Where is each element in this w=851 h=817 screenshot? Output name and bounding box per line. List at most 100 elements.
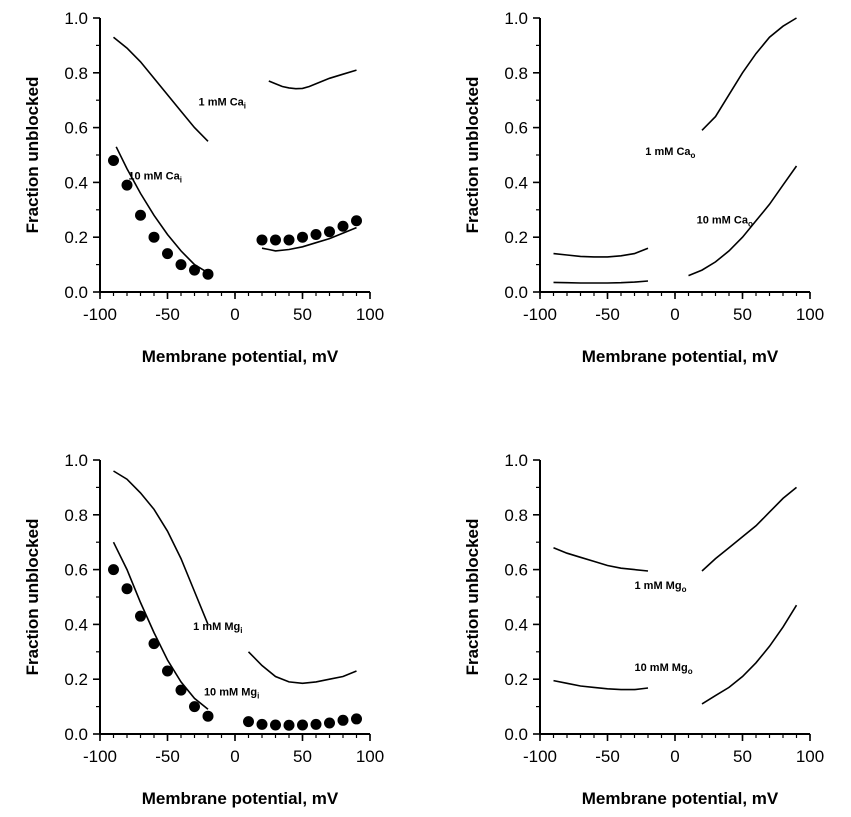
y-tick-label: 0.8 [64, 64, 88, 83]
y-tick-label: 0.8 [504, 506, 528, 525]
data-point [310, 228, 322, 240]
x-tick-label: 50 [733, 747, 752, 766]
chart-panel-bottom-left: 0.0 0.2 0.4 0.6 0.8 1.0 -100 -50 0 50 100 Membrane … [23, 451, 384, 808]
y-axis-title: Fraction unblocked [463, 519, 482, 676]
series-line-3 [701, 604, 798, 705]
y-tick-label: 0.2 [504, 670, 528, 689]
x-tick-label: -50 [155, 305, 180, 324]
data-point [108, 564, 119, 576]
y-tick-label: 0.2 [504, 228, 528, 247]
x-tick-label: -50 [595, 747, 620, 766]
series-annotation: 1 mM Mgo [635, 580, 687, 594]
data-point [256, 234, 268, 246]
x-tick-label: -50 [595, 305, 620, 324]
x-tick-label: 100 [796, 305, 824, 324]
x-tick-label: 100 [356, 747, 384, 766]
data-point [108, 154, 119, 166]
data-point [162, 248, 173, 260]
y-tick-label: 1.0 [504, 9, 528, 28]
y-tick-label: 0.0 [504, 283, 528, 302]
x-tick-label: 50 [293, 747, 312, 766]
data-point [121, 583, 133, 595]
x-tick-label: 0 [230, 305, 239, 324]
x-axis-title: Membrane potential, mV [582, 347, 779, 366]
series-line-0 [553, 546, 649, 572]
data-point [148, 638, 160, 650]
y-tick-label: 0.6 [64, 119, 88, 138]
x-axis-title: Membrane potential, mV [142, 347, 339, 366]
series-annotation: 1 mM Cai [199, 97, 246, 111]
series-line-1 [701, 486, 798, 572]
x-tick-label: -100 [523, 747, 557, 766]
data-point [202, 710, 214, 722]
x-tick-label: -100 [83, 747, 117, 766]
chart-panel-top-right: 0.0 0.2 0.4 0.6 0.8 1.0 -100 -50 0 50 100 Membrane … [463, 9, 824, 366]
series-line-2 [112, 541, 209, 710]
data-point [243, 716, 254, 728]
x-tick-label: -100 [83, 305, 117, 324]
data-point [256, 718, 268, 730]
data-point [162, 665, 173, 677]
data-point [283, 719, 295, 731]
y-tick-label: 0.4 [504, 173, 528, 192]
chart-panel-top-left: 0.0 0.2 0.4 0.6 0.8 1.0 -100 -50 0 50 100 Membrane … [23, 9, 384, 366]
data-point [337, 220, 349, 232]
data-point [351, 713, 362, 725]
data-point [324, 717, 335, 729]
data-point [351, 215, 362, 227]
data-point [175, 684, 187, 696]
y-tick-label: 1.0 [504, 451, 528, 470]
y-axis-title: Fraction unblocked [23, 519, 42, 676]
series-annotation: 10 mM Mgo [635, 662, 693, 676]
series-line-0 [113, 470, 209, 625]
data-point [270, 234, 281, 246]
series-annotation: 1 mM Mgi [193, 621, 242, 635]
series-line-1 [247, 651, 357, 685]
y-tick-label: 0.8 [504, 64, 528, 83]
data-point [202, 268, 214, 280]
series-annotation: 1 mM Cao [645, 146, 695, 160]
data-point [189, 701, 200, 713]
series-line-0 [112, 36, 209, 142]
data-point [297, 719, 308, 731]
x-tick-label: -50 [155, 747, 180, 766]
data-point [310, 718, 322, 730]
x-axis-title: Membrane potential, mV [142, 789, 339, 808]
y-axis-title: Fraction unblocked [463, 77, 482, 234]
y-tick-label: 0.6 [504, 119, 528, 138]
y-tick-label: 0.0 [64, 283, 88, 302]
series-line-3 [688, 165, 798, 277]
y-tick-label: 0.4 [504, 615, 528, 634]
data-point [297, 231, 308, 243]
x-tick-label: 100 [356, 305, 384, 324]
y-tick-label: 1.0 [64, 451, 88, 470]
y-tick-label: 0.2 [64, 228, 88, 247]
x-tick-label: 50 [733, 305, 752, 324]
y-tick-label: 0.6 [504, 561, 528, 580]
y-tick-label: 0.2 [64, 670, 88, 689]
data-point [135, 209, 146, 221]
series-line-3 [261, 226, 357, 252]
x-tick-label: 0 [230, 747, 239, 766]
data-point [337, 714, 349, 726]
series-annotation: 10 mM Cai [128, 171, 182, 185]
data-point [175, 259, 187, 271]
x-tick-label: 0 [670, 305, 679, 324]
x-tick-label: 0 [670, 747, 679, 766]
x-tick-label: 100 [796, 747, 824, 766]
x-tick-label: 50 [293, 305, 312, 324]
series-line-2 [553, 679, 649, 691]
series-annotation: 10 mM Cao [697, 215, 753, 229]
x-tick-label: -100 [523, 305, 557, 324]
y-tick-label: 1.0 [64, 9, 88, 28]
data-point [121, 179, 133, 191]
chart-panel-bottom-right: 0.0 0.2 0.4 0.6 0.8 1.0 -100 -50 0 50 100 Membrane … [463, 451, 824, 808]
y-tick-label: 0.4 [64, 615, 88, 634]
series-line-1 [268, 69, 357, 90]
y-tick-label: 0.6 [64, 561, 88, 580]
y-tick-label: 0.0 [504, 725, 528, 744]
data-point [135, 610, 146, 622]
data-point [148, 231, 160, 243]
series-line-0 [553, 247, 649, 258]
